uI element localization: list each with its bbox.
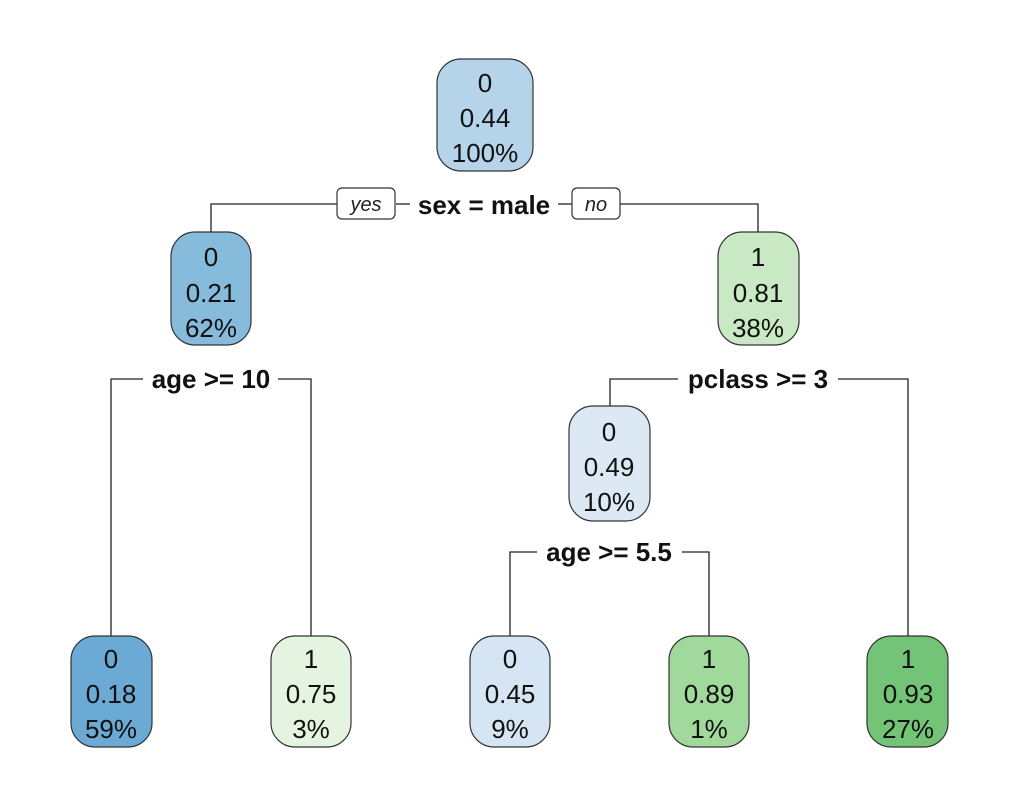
node-leaf-male-child-prob: 0.75 bbox=[286, 679, 337, 709]
branch-label-yes: yes bbox=[336, 187, 396, 220]
node-female-pclass3-pct: 10% bbox=[583, 487, 635, 517]
node-female-pclass3-box bbox=[568, 405, 651, 522]
node-leaf-male-adult-box bbox=[70, 635, 153, 748]
edge-fp3-to-older bbox=[509, 551, 537, 636]
node-leaf-female-upper: 1 0.93 27% bbox=[866, 635, 949, 748]
edge-root-to-male bbox=[210, 203, 337, 232]
node-female-box bbox=[717, 231, 800, 346]
node-leaf-male-child: 1 0.75 3% bbox=[270, 635, 352, 748]
node-leaf-male-adult-prob: 0.18 bbox=[86, 679, 137, 709]
node-leaf-male-child-box bbox=[270, 635, 352, 748]
node-leaf-fp3-older-box bbox=[469, 635, 551, 748]
node-male-class: 0 bbox=[204, 242, 218, 272]
node-root-pct: 100% bbox=[452, 138, 519, 168]
node-female-pclass3-prob: 0.49 bbox=[584, 452, 635, 482]
split-fp3-label: age >= 5.5 bbox=[546, 537, 672, 567]
node-leaf-male-adult-class: 0 bbox=[104, 644, 118, 674]
node-leaf-fp3-older-prob: 0.45 bbox=[485, 679, 536, 709]
node-male-box bbox=[170, 231, 252, 346]
node-root-box bbox=[436, 58, 534, 172]
node-leaf-female-upper-prob: 0.93 bbox=[883, 679, 934, 709]
node-leaf-fp3-young: 1 0.89 1% bbox=[668, 635, 750, 748]
node-leaf-male-child-pct: 3% bbox=[292, 714, 330, 744]
split-female-label: pclass >= 3 bbox=[688, 364, 828, 394]
edge-root-to-female bbox=[620, 203, 759, 232]
branch-label-no: no bbox=[571, 187, 621, 220]
node-leaf-male-child-class: 1 bbox=[304, 644, 318, 674]
edge-male-to-child bbox=[278, 378, 312, 636]
node-female-prob: 0.81 bbox=[733, 278, 784, 308]
node-leaf-male-adult-pct: 59% bbox=[85, 714, 137, 744]
node-male: 0 0.21 62% bbox=[170, 231, 252, 346]
tree-edges bbox=[110, 203, 909, 636]
node-leaf-fp3-older-pct: 9% bbox=[491, 714, 529, 744]
node-leaf-fp3-young-prob: 0.89 bbox=[684, 679, 735, 709]
node-root: 0 0.44 100% bbox=[436, 58, 534, 172]
node-leaf-female-upper-class: 1 bbox=[901, 644, 915, 674]
node-leaf-fp3-young-box bbox=[668, 635, 750, 748]
node-leaf-female-upper-box bbox=[866, 635, 949, 748]
node-male-pct: 62% bbox=[185, 313, 237, 343]
edge-female-to-pclass3 bbox=[609, 378, 678, 406]
node-leaf-fp3-young-class: 1 bbox=[702, 644, 716, 674]
node-leaf-fp3-older-class: 0 bbox=[503, 644, 517, 674]
node-leaf-fp3-young-pct: 1% bbox=[690, 714, 728, 744]
node-female-pclass3: 0 0.49 10% bbox=[568, 405, 651, 522]
branch-label-yes-text: yes bbox=[348, 194, 381, 216]
node-leaf-female-upper-pct: 27% bbox=[882, 714, 934, 744]
split-root-label: sex = male bbox=[418, 190, 550, 220]
edge-fp3-to-young bbox=[682, 551, 710, 636]
node-female: 1 0.81 38% bbox=[717, 231, 800, 346]
edge-female-to-upper bbox=[838, 378, 909, 636]
node-male-prob: 0.21 bbox=[186, 278, 237, 308]
node-leaf-fp3-older: 0 0.45 9% bbox=[469, 635, 551, 748]
node-leaf-male-adult: 0 0.18 59% bbox=[70, 635, 153, 748]
node-female-pclass3-class: 0 bbox=[602, 417, 616, 447]
branch-label-no-text: no bbox=[585, 194, 607, 216]
node-female-pct: 38% bbox=[732, 313, 784, 343]
node-female-class: 1 bbox=[751, 242, 765, 272]
split-male-label: age >= 10 bbox=[152, 364, 271, 394]
edge-male-to-adult bbox=[110, 378, 143, 636]
node-root-class: 0 bbox=[478, 68, 492, 98]
node-root-prob: 0.44 bbox=[460, 103, 511, 133]
